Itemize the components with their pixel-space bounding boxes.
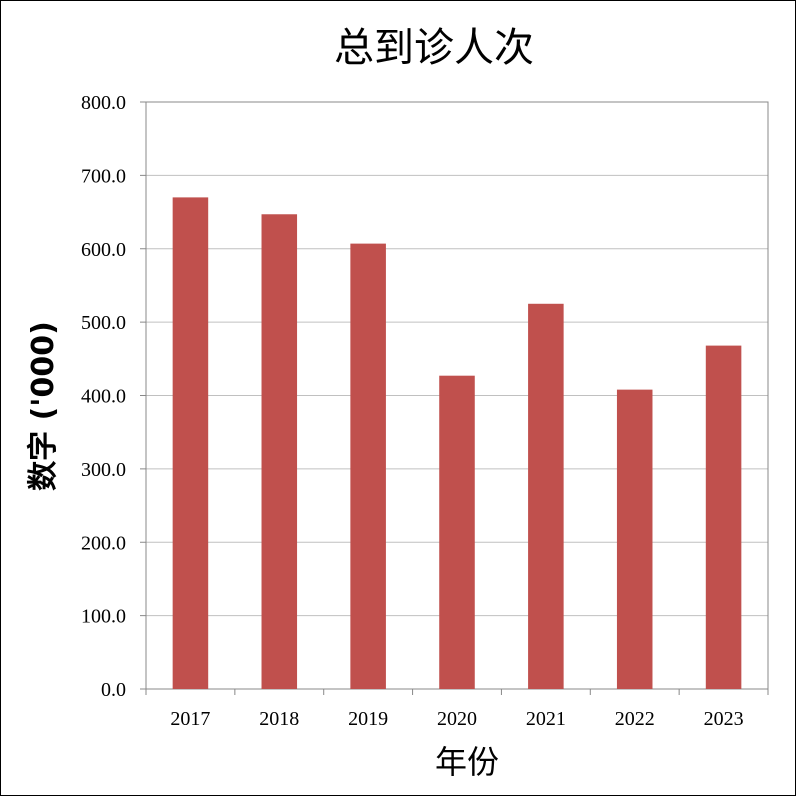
y-axis-title: 数字 ('000) <box>26 321 61 491</box>
y-tick-label: 200.0 <box>81 532 126 554</box>
y-tick-label: 400.0 <box>81 386 126 408</box>
y-tick-label: 0.0 <box>101 679 126 701</box>
bars <box>172 197 742 690</box>
x-tick-label-2020: 2020 <box>437 708 477 730</box>
x-axis-ticks: 2017 2018 2019 2020 2021 2022 2023 <box>145 689 769 730</box>
y-tick-label: 700.0 <box>81 165 126 187</box>
bar-2018 <box>261 214 298 690</box>
chart-title: 总到诊人次 <box>334 25 534 71</box>
x-tick-label-2018: 2018 <box>259 708 299 730</box>
bar-2022 <box>616 389 653 689</box>
y-tick-label: 100.0 <box>81 606 126 628</box>
bar-2017 <box>172 197 209 689</box>
x-tick-label-2017: 2017 <box>170 708 210 730</box>
x-tick-label-2022: 2022 <box>615 708 655 730</box>
bar-2023 <box>705 345 742 689</box>
x-axis-title: 年份 <box>435 743 499 781</box>
x-tick-label-2023: 2023 <box>704 708 744 730</box>
bar-2020 <box>439 375 475 689</box>
bar-2021 <box>528 303 564 689</box>
bar-2019 <box>350 243 386 689</box>
y-tick-label: 500.0 <box>81 312 126 334</box>
y-tick-label: 600.0 <box>81 239 126 261</box>
x-tick-label-2019: 2019 <box>348 708 388 730</box>
y-axis-ticks: 0.0 100.0 200.0 300.0 400.0 500.0 600.0 700.0 80… <box>81 92 146 701</box>
y-tick-label: 300.0 <box>81 459 126 481</box>
x-tick-label-2021: 2021 <box>526 708 566 730</box>
y-tick-label: 800.0 <box>81 92 126 114</box>
